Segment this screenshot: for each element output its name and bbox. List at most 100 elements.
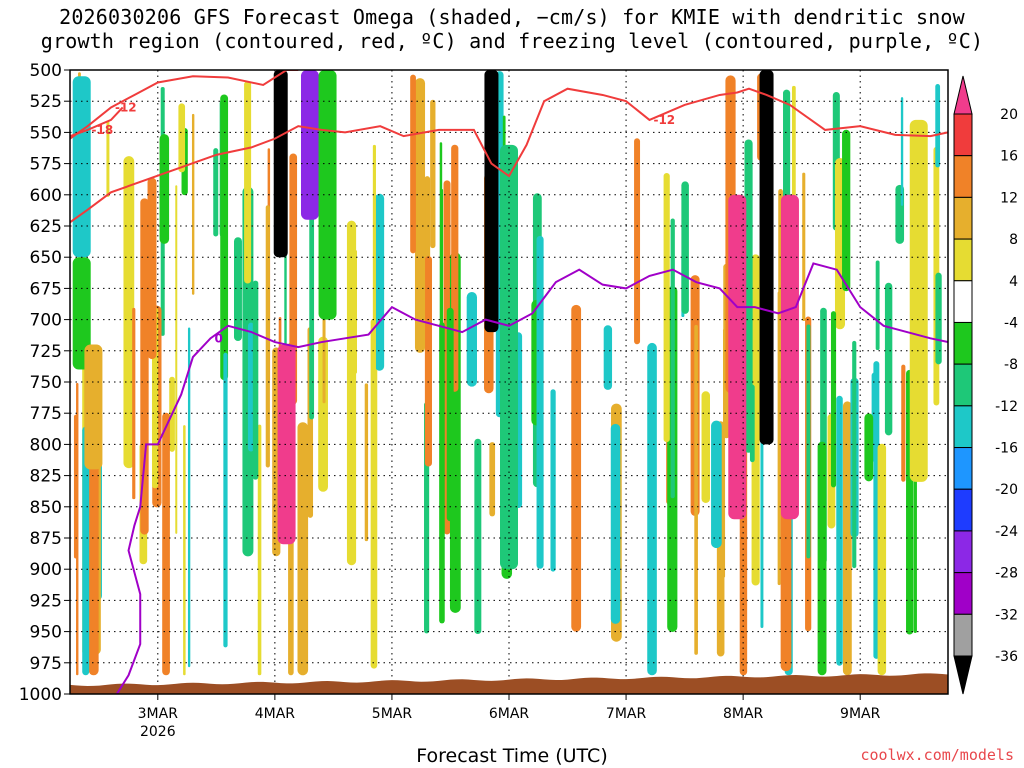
omega-shade-streak xyxy=(289,153,298,405)
y-tick-label: 825 xyxy=(30,467,62,487)
omega-shade-band xyxy=(909,119,928,482)
x-axis-title: Forecast Time (UTC) xyxy=(416,745,608,767)
y-tick-label: 1000 xyxy=(19,685,62,705)
y-tick-label: 625 xyxy=(30,217,62,237)
colorbar-label: -12 xyxy=(995,399,1018,415)
y-tick-label: 900 xyxy=(30,560,62,580)
omega-shade-streak xyxy=(875,260,880,351)
omega-shade-streak xyxy=(842,129,851,292)
omega-shade-streak xyxy=(817,441,827,676)
colorbar-swatch xyxy=(953,447,973,490)
omega-shade-streak xyxy=(694,324,698,655)
site-credit[interactable]: coolwx.com/models xyxy=(860,746,1014,764)
omega-shade-streak xyxy=(132,307,136,500)
omega-shade-band xyxy=(728,194,747,520)
colorbar-bottom-arrow xyxy=(953,655,973,695)
omega-shade-streak xyxy=(265,205,270,468)
omega-shade-band xyxy=(84,344,103,470)
colorbar-label: -4 xyxy=(1004,315,1018,331)
omega-shading xyxy=(72,70,942,676)
colorbar-label: 8 xyxy=(1009,232,1018,248)
omega-shade-band xyxy=(300,70,319,220)
y-tick-label: 500 xyxy=(30,61,62,81)
colorbar-label: 20 xyxy=(1000,107,1018,123)
omega-shade-streak xyxy=(440,188,444,333)
omega-shade-streak xyxy=(220,94,229,381)
colorbar-label: -20 xyxy=(995,482,1018,498)
colorbar-top-arrow xyxy=(953,75,973,115)
colorbar-label: -28 xyxy=(995,566,1018,582)
colorbar-swatch xyxy=(953,613,973,657)
omega-shade-streak xyxy=(106,120,110,197)
omega-shade-streak xyxy=(244,81,252,284)
omega-shade-band xyxy=(72,257,91,370)
colorbar-swatch xyxy=(953,530,973,574)
colorbar-label: -8 xyxy=(1004,357,1018,373)
y-axis-ticks: 500 525 550 575 600 625 650 675 700 725 750 775 800 8… xyxy=(19,61,70,705)
omega-shade-streak xyxy=(187,327,191,668)
y-tick-label: 800 xyxy=(30,435,62,455)
x-axis-ticks: 3MAR 2026 4MAR 5MAR 6MAR 7MAR 8MAR 9MAR xyxy=(138,694,881,740)
colorbar-legend: 20 16 12 8 4 -4 -8 -12 -16 -20 -24 -28 -32 -36 xyxy=(953,75,1018,695)
omega-shade-streak xyxy=(830,311,837,488)
y-tick-label: 650 xyxy=(30,248,62,268)
y-tick-label: 675 xyxy=(30,279,62,299)
omega-shade-streak xyxy=(233,237,242,342)
omega-shade-streak xyxy=(864,413,874,482)
omega-shade-band xyxy=(277,344,296,545)
omega-shade-streak xyxy=(297,422,309,676)
colorbar-swatch xyxy=(953,113,973,157)
plot-area: -12-18-12 0 xyxy=(69,69,949,695)
y-tick-label: 725 xyxy=(30,342,62,362)
omega-shade-streak xyxy=(744,139,753,453)
omega-shade-streak xyxy=(414,78,426,353)
omega-shade-streak xyxy=(550,389,556,572)
omega-shade-streak xyxy=(123,156,135,469)
omega-shade-streak xyxy=(723,329,726,578)
colorbar-swatch xyxy=(953,280,973,323)
omega-shade-streak xyxy=(76,382,79,676)
colorbar-label: 4 xyxy=(1009,274,1018,290)
colorbar-label: -24 xyxy=(995,524,1018,540)
omega-shade-streak xyxy=(901,364,906,482)
omega-shade-streak xyxy=(751,254,760,586)
omega-shade-streak xyxy=(884,282,893,436)
omega-shade-streak xyxy=(571,304,582,632)
omega-shade-streak xyxy=(252,280,259,480)
colorbar-label: 16 xyxy=(1000,149,1018,165)
red-contour-line xyxy=(70,87,948,224)
omega-shade-streak xyxy=(364,383,369,542)
omega-shade-streak xyxy=(489,442,496,517)
chart-title-line-1: 2026030206 GFS Forecast Omega (shaded, −… xyxy=(59,5,965,29)
grid-lines xyxy=(70,69,948,695)
y-tick-label: 850 xyxy=(30,498,62,518)
omega-shade-streak xyxy=(257,424,262,676)
colorbar-label: -36 xyxy=(995,649,1018,665)
colorbar-swatch xyxy=(953,155,973,198)
omega-shade-streak xyxy=(430,99,436,249)
colorbar-swatch xyxy=(953,572,973,615)
omega-shade-streak xyxy=(424,256,432,467)
omega-shade-streak xyxy=(536,235,544,569)
x-tick-sublabel: 2026 xyxy=(140,724,176,740)
x-tick-label: 8MAR xyxy=(723,706,764,722)
omega-shade-streak xyxy=(346,220,357,566)
omega-shade-streak xyxy=(670,218,675,499)
chart-title-line-2: growth region (contoured, red, ºC) and f… xyxy=(40,29,984,53)
x-tick-label: 5MAR xyxy=(372,706,413,722)
red-contour-line xyxy=(70,106,124,138)
omega-shade-streak xyxy=(140,198,149,535)
dendritic-growth-contours: -12-18-12 xyxy=(70,70,948,224)
terrain-fill xyxy=(70,673,948,694)
omega-shade-band xyxy=(273,70,288,258)
y-tick-label: 750 xyxy=(30,373,62,393)
y-tick-label: 875 xyxy=(30,529,62,549)
omega-shade-streak xyxy=(372,144,376,403)
omega-shade-band xyxy=(780,194,799,520)
colorbar-swatch xyxy=(953,405,973,449)
omega-shade-streak xyxy=(711,420,722,549)
purple-contour-line xyxy=(115,262,948,694)
y-tick-label: 950 xyxy=(30,623,62,643)
omega-shade-streak xyxy=(935,272,942,365)
omega-shade-streak xyxy=(466,291,477,387)
